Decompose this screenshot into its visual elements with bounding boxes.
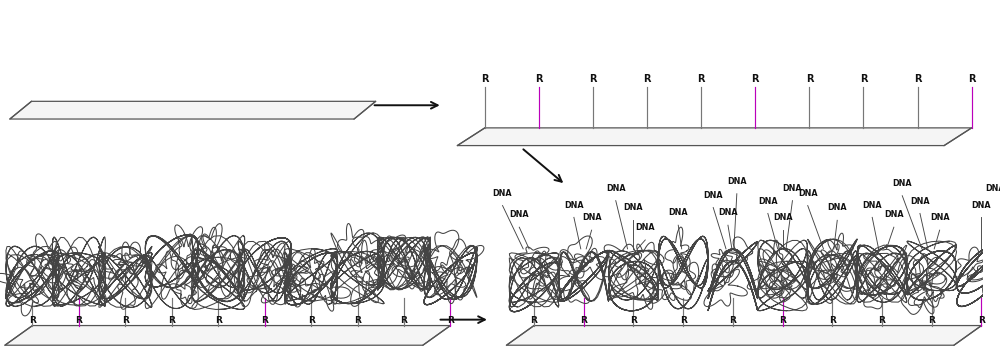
- Text: DNA: DNA: [703, 191, 723, 200]
- Text: R: R: [643, 74, 651, 84]
- Text: DNA: DNA: [624, 203, 643, 212]
- Text: DNA: DNA: [798, 189, 818, 198]
- Text: DNA: DNA: [493, 189, 512, 198]
- Text: R: R: [215, 316, 222, 325]
- Text: R: R: [401, 316, 407, 325]
- Text: DNA: DNA: [727, 177, 747, 186]
- Text: R: R: [729, 316, 736, 325]
- Text: DNA: DNA: [606, 184, 626, 193]
- Polygon shape: [5, 325, 450, 345]
- Polygon shape: [457, 128, 972, 145]
- Text: R: R: [928, 316, 935, 325]
- Text: R: R: [779, 316, 786, 325]
- Text: R: R: [168, 316, 175, 325]
- Text: DNA: DNA: [564, 201, 584, 210]
- Text: DNA: DNA: [827, 203, 847, 212]
- Text: DNA: DNA: [582, 213, 601, 222]
- Text: DNA: DNA: [910, 197, 930, 206]
- Text: R: R: [697, 74, 705, 84]
- Text: R: R: [829, 316, 836, 325]
- Text: DNA: DNA: [972, 201, 991, 210]
- Text: DNA: DNA: [783, 184, 802, 193]
- Text: R: R: [122, 316, 129, 325]
- Text: DNA: DNA: [892, 179, 912, 188]
- Text: R: R: [531, 316, 537, 325]
- Text: DNA: DNA: [930, 213, 949, 222]
- Text: DNA: DNA: [509, 210, 529, 219]
- Text: R: R: [978, 316, 985, 325]
- Text: R: R: [354, 316, 361, 325]
- Text: R: R: [680, 316, 687, 325]
- Text: R: R: [879, 316, 885, 325]
- Text: R: R: [75, 316, 82, 325]
- Text: R: R: [481, 74, 489, 84]
- Text: R: R: [535, 74, 543, 84]
- Text: R: R: [752, 74, 759, 84]
- Text: R: R: [308, 316, 315, 325]
- Polygon shape: [10, 101, 376, 119]
- Polygon shape: [506, 325, 981, 345]
- Text: R: R: [968, 74, 975, 84]
- Text: DNA: DNA: [773, 213, 792, 222]
- Text: R: R: [630, 316, 637, 325]
- Text: R: R: [261, 316, 268, 325]
- Text: DNA: DNA: [758, 197, 778, 206]
- Text: R: R: [447, 316, 454, 325]
- Text: R: R: [860, 74, 867, 84]
- Text: DNA: DNA: [862, 201, 882, 210]
- Text: R: R: [29, 316, 36, 325]
- Text: DNA: DNA: [668, 208, 688, 217]
- Text: R: R: [806, 74, 813, 84]
- Text: DNA: DNA: [884, 210, 904, 219]
- Text: R: R: [580, 316, 587, 325]
- Text: DNA: DNA: [718, 208, 738, 217]
- Text: DNA: DNA: [635, 223, 655, 232]
- Text: DNA: DNA: [985, 184, 1000, 193]
- Text: R: R: [914, 74, 921, 84]
- Text: R: R: [589, 74, 597, 84]
